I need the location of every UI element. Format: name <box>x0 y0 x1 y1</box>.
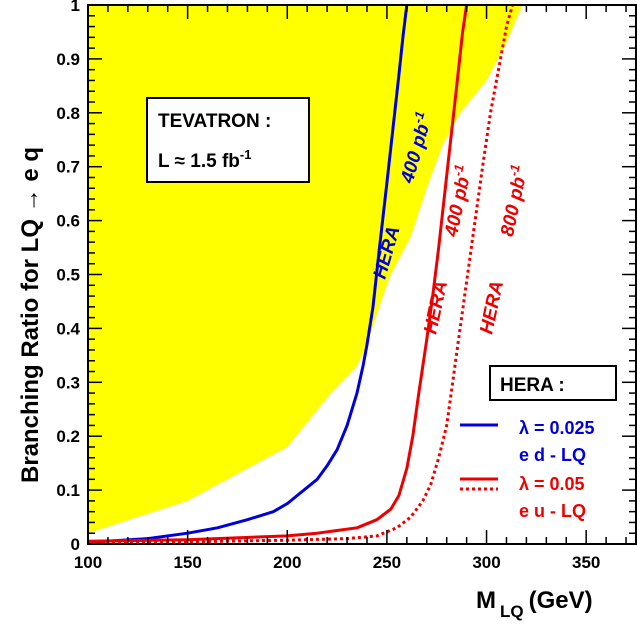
legend-ed-type: e d - LQ <box>519 445 586 465</box>
curve-layer <box>87 4 514 545</box>
y-tick-label: 0.2 <box>56 427 80 446</box>
tevatron-box-luminosity: L ≈ 1.5 fb-1 <box>158 147 251 172</box>
tevatron-lumi-value: L ≈ 1.5 fb <box>158 151 240 172</box>
x-tick-label: 100 <box>74 553 102 572</box>
curve-label-eu-400-exp: -1 <box>450 163 467 177</box>
x-tick-label: 250 <box>373 553 401 572</box>
y-tick-label: 0.3 <box>56 373 80 392</box>
x-tick-label: 300 <box>472 553 500 572</box>
x-tick-label: 350 <box>572 553 600 572</box>
y-tick-label: 0.6 <box>56 212 80 231</box>
legend-title: HERA : <box>500 375 565 396</box>
curve-label-eu-800-prefix: HERA <box>476 279 508 336</box>
y-tick-label: 0.1 <box>56 481 80 500</box>
curve-label-eu-800-exp: -1 <box>506 163 523 177</box>
axis-layer: 100 150 200 250 300 350 0 0.1 0.2 0.3 0.4 0.5 0.6 0.7… <box>56 0 637 572</box>
x-axis-title-main: M <box>476 587 496 614</box>
x-tick-label: 150 <box>173 553 201 572</box>
curve-label-ed-400-exp: -1 <box>410 110 428 125</box>
svg-text:HERA800 pb-1: HERA 800 pb-1 <box>472 163 532 336</box>
tevatron-box-title: TEVATRON : <box>158 111 271 132</box>
x-axis-title: M LQ (GeV) <box>476 587 593 621</box>
y-tick-label: 1 <box>71 0 80 15</box>
tevatron-lumi-exponent: -1 <box>240 147 252 162</box>
legend: HERA : λ = 0.025 e d - LQ λ = 0.05 e u -… <box>460 365 617 521</box>
legend-eu-coupling: λ = 0.05 <box>519 474 585 494</box>
curve-label-eu-800-lumi: 800 pb <box>497 175 530 239</box>
legend-eu-type: e u - LQ <box>519 501 586 521</box>
tevatron-box-frame <box>146 97 310 183</box>
y-tick-label: 0.4 <box>56 319 80 338</box>
y-tick-label: 0 <box>71 535 80 554</box>
x-axis-title-sub: LQ <box>500 602 524 621</box>
legend-ed-coupling: λ = 0.025 <box>519 418 595 438</box>
x-tick-label: 200 <box>273 553 301 572</box>
tevatron-box: TEVATRON : L ≈ 1.5 fb-1 <box>146 97 310 183</box>
series-line-2 <box>87 4 514 545</box>
y-tick-label: 0.5 <box>56 266 80 285</box>
series-line-1 <box>87 4 469 543</box>
y-tick-label: 0.9 <box>56 50 80 69</box>
series-line-0 <box>87 4 409 544</box>
y-tick-label: 0.7 <box>56 158 80 177</box>
x-axis-title-unit: (GeV) <box>529 587 593 614</box>
y-axis-title: Branching Ratio for LQ → e q <box>17 147 44 483</box>
y-tick-label: 0.8 <box>56 104 80 123</box>
legend-title-frame <box>489 365 617 401</box>
curve-label-eu-800: HERA 800 pb-1 <box>472 163 532 336</box>
curve-label-eu-400-prefix: HERA <box>420 279 452 336</box>
